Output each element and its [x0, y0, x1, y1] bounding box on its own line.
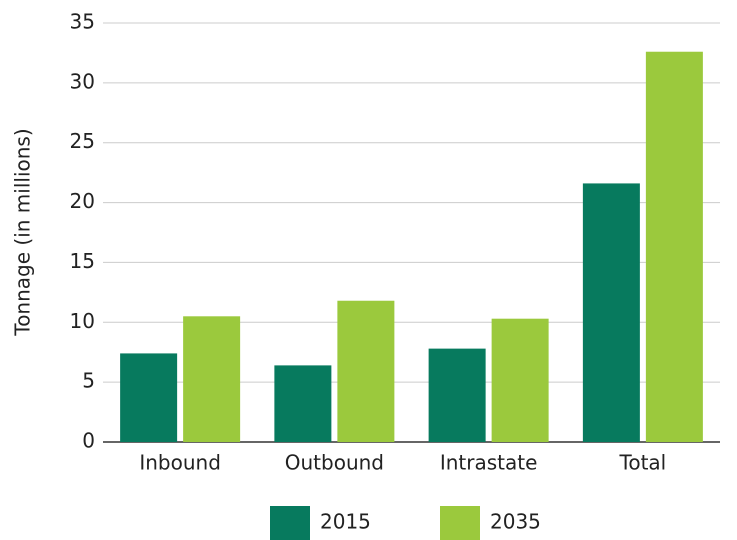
legend-label: 2035 [490, 510, 541, 534]
y-tick-label: 20 [70, 189, 95, 213]
bar [120, 353, 178, 442]
y-tick-label: 10 [70, 309, 95, 333]
y-axis-label: Tonnage (in millions) [11, 128, 35, 336]
y-tick-label: 25 [70, 129, 95, 153]
bar [183, 316, 241, 442]
x-tick-label: Outbound [285, 451, 384, 475]
bar [337, 300, 395, 442]
y-tick-label: 15 [70, 249, 95, 273]
legend-label: 2015 [320, 510, 371, 534]
y-tick-label: 5 [82, 369, 95, 393]
y-tick-label: 30 [70, 69, 95, 93]
y-tick-label: 0 [82, 429, 95, 453]
legend-swatch [440, 506, 480, 540]
bar [645, 51, 703, 442]
bar [274, 365, 332, 442]
x-tick-label: Total [619, 451, 667, 475]
bar [582, 183, 640, 442]
bar [428, 348, 486, 442]
y-tick-label: 35 [70, 10, 95, 34]
x-tick-label: Inbound [139, 451, 221, 475]
legend-swatch [270, 506, 310, 540]
x-tick-label: Intrastate [440, 451, 538, 475]
bar [491, 318, 549, 442]
